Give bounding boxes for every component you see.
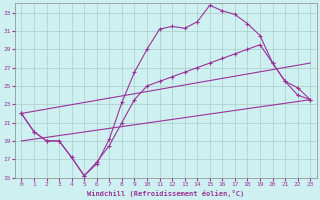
X-axis label: Windchill (Refroidissement éolien,°C): Windchill (Refroidissement éolien,°C) <box>87 190 244 197</box>
